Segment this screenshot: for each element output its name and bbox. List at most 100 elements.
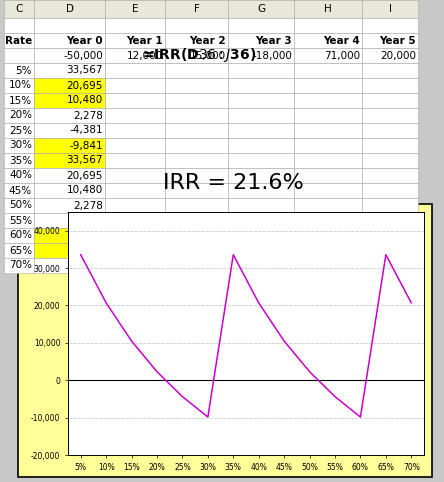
Bar [34,258,105,273]
Bar [105,243,165,258]
Text: =IRR(D$36:J$36): =IRR(D$36:J$36) [143,46,257,65]
Bar [228,33,294,48]
Text: 20,000: 20,000 [380,51,416,61]
Bar [34,153,105,168]
Bar [165,183,228,198]
Bar [294,183,362,198]
Text: -9,841: -9,841 [69,140,103,150]
Text: Year 3: Year 3 [255,36,292,45]
Text: F: F [194,4,199,14]
Bar [4,123,34,138]
Text: 10,480: 10,480 [67,95,103,106]
Bar [34,78,105,93]
Bar [105,228,165,243]
Bar [228,168,294,183]
Bar [4,48,34,63]
Text: 30%: 30% [9,140,32,150]
Bar [165,258,228,273]
Bar [105,198,165,213]
Bar [4,243,34,258]
Text: 20%: 20% [9,110,32,120]
Text: 5%: 5% [16,66,32,76]
Text: 35%: 35% [9,156,32,165]
Bar [228,123,294,138]
Bar [294,0,362,18]
Bar [105,18,165,33]
Bar [105,123,165,138]
Text: 40%: 40% [9,171,32,180]
Bar [34,168,105,183]
Bar [34,213,105,228]
Text: 10,480: 10,480 [67,186,103,196]
Bar [362,228,418,243]
Bar [362,183,418,198]
Text: 45%: 45% [9,186,32,196]
Bar [294,18,362,33]
Text: 20,695: 20,695 [67,171,103,180]
Bar [165,48,228,63]
Bar [105,93,165,108]
Bar [18,204,432,477]
Bar [4,93,34,108]
Bar [294,228,362,243]
Bar [165,198,228,213]
Bar [4,0,34,18]
Text: 50%: 50% [9,201,32,211]
Text: Rate: Rate [5,36,32,45]
Bar [4,153,34,168]
Bar [228,0,294,18]
Text: 20,695: 20,695 [67,260,103,270]
Bar [34,108,105,123]
Bar [294,138,362,153]
Bar [105,213,165,228]
Bar [105,63,165,78]
Bar [34,93,105,108]
Bar [362,168,418,183]
Bar [165,123,228,138]
Bar [34,183,105,198]
Bar [34,18,105,33]
Text: 10%: 10% [9,80,32,91]
Text: 12,000: 12,000 [127,51,163,61]
Bar [165,108,228,123]
Bar [362,153,418,168]
Bar [362,138,418,153]
Text: E: E [132,4,138,14]
Bar [362,48,418,63]
Bar [105,138,165,153]
Bar [105,0,165,18]
Bar [165,213,228,228]
Text: H: H [324,4,332,14]
Bar [362,258,418,273]
Bar [228,93,294,108]
Bar [228,198,294,213]
Text: -9,841: -9,841 [69,230,103,241]
Bar [294,33,362,48]
Bar [294,198,362,213]
Text: -4,381: -4,381 [69,125,103,135]
Text: G: G [257,4,265,14]
Bar [105,33,165,48]
Bar [4,78,34,93]
Bar [165,93,228,108]
Bar [362,243,418,258]
Bar [105,48,165,63]
Bar [362,18,418,33]
Bar [105,183,165,198]
Bar [294,258,362,273]
Text: 15%: 15% [9,95,32,106]
Bar [105,78,165,93]
Bar [4,258,34,273]
Bar [362,63,418,78]
Bar [165,78,228,93]
Bar [294,78,362,93]
Text: 55%: 55% [9,215,32,226]
Bar [294,153,362,168]
Text: 33,567: 33,567 [67,245,103,255]
Bar [294,168,362,183]
Bar [105,153,165,168]
Text: -50,000: -50,000 [63,51,103,61]
Bar [34,123,105,138]
Text: 25%: 25% [9,125,32,135]
Bar [228,138,294,153]
